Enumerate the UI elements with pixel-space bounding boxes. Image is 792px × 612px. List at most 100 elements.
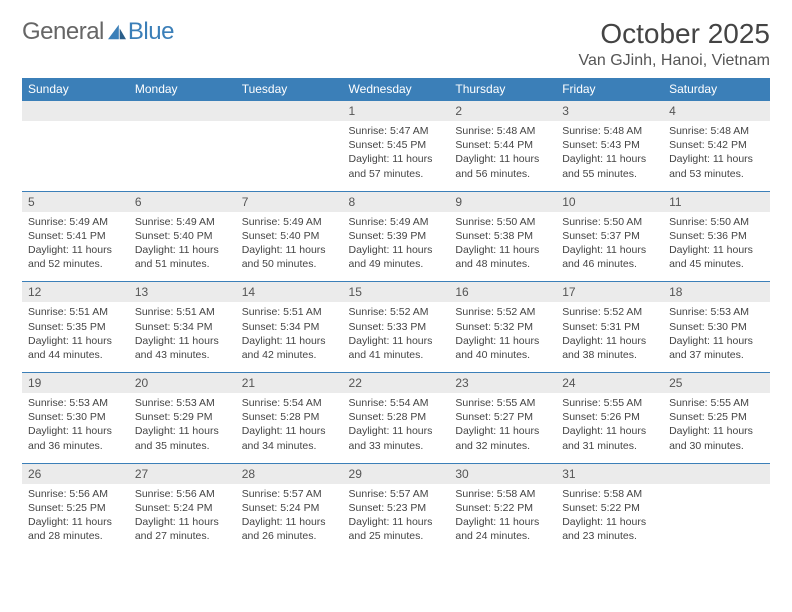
sunset-line: Sunset: 5:30 PM	[669, 320, 764, 334]
sunset-line: Sunset: 5:41 PM	[28, 229, 123, 243]
day-header: Tuesday	[236, 78, 343, 101]
day-info-cell: Sunrise: 5:55 AMSunset: 5:27 PMDaylight:…	[449, 393, 556, 463]
title-block: October 2025 Van GJinh, Hanoi, Vietnam	[578, 18, 770, 70]
day-header: Friday	[556, 78, 663, 101]
day-number-cell: 25	[663, 373, 770, 394]
day-info-cell: Sunrise: 5:51 AMSunset: 5:34 PMDaylight:…	[236, 302, 343, 372]
sunset-line: Sunset: 5:40 PM	[135, 229, 230, 243]
logo-text-1: General	[22, 18, 104, 46]
week-info-row: Sunrise: 5:49 AM Sunset: 5:41 PM Daylight:…	[22, 212, 770, 282]
daylight-line: Daylight: 11 hours and 43 minutes.	[135, 334, 230, 362]
day-header: Saturday	[663, 78, 770, 101]
day-info-cell	[129, 121, 236, 191]
day-info-cell: Sunrise: 5:53 AMSunset: 5:29 PMDaylight:…	[129, 393, 236, 463]
day-number-cell	[22, 101, 129, 122]
day-info-cell: Sunrise: 5:52 AMSunset: 5:33 PMDaylight:…	[343, 302, 450, 372]
daylight-line: Daylight: 11 hours and 36 minutes.	[28, 424, 123, 452]
sunrise-line: Sunrise: 5:53 AM	[28, 396, 123, 410]
sunset-line: Sunset: 5:40 PM	[242, 229, 337, 243]
day-info-cell: Sunrise: 5:56 AMSunset: 5:24 PMDaylight:…	[129, 484, 236, 554]
sunrise-line: Sunrise: 5:50 AM	[455, 215, 550, 229]
sunset-line: Sunset: 5:30 PM	[28, 410, 123, 424]
week-daynum-row: 1234	[22, 101, 770, 122]
daylight-line: Daylight: 11 hours and 23 minutes.	[562, 515, 657, 543]
day-info-cell: Sunrise: 5:50 AMSunset: 5:38 PMDaylight:…	[449, 212, 556, 282]
sunset-line: Sunset: 5:22 PM	[562, 501, 657, 515]
sunrise-line: Sunrise: 5:49 AM	[349, 215, 444, 229]
day-number-cell: 23	[449, 373, 556, 394]
day-number-cell: 20	[129, 373, 236, 394]
week-daynum-row: 19202122232425	[22, 373, 770, 394]
day-number-cell	[129, 101, 236, 122]
day-info-cell: Sunrise: 5:57 AMSunset: 5:24 PMDaylight:…	[236, 484, 343, 554]
sunset-line: Sunset: 5:36 PM	[669, 229, 764, 243]
daylight-line: Daylight: 11 hours and 46 minutes.	[562, 243, 657, 271]
day-number-cell: 6	[129, 191, 236, 212]
day-number-cell: 11	[663, 191, 770, 212]
day-number-cell: 1	[343, 101, 450, 122]
day-number-cell	[663, 463, 770, 484]
day-info-cell: Sunrise: 5:49 AMSunset: 5:39 PMDaylight:…	[343, 212, 450, 282]
day-number-cell: 28	[236, 463, 343, 484]
day-number-cell: 21	[236, 373, 343, 394]
sunrise-line: Sunrise: 5:52 AM	[349, 305, 444, 319]
day-info-cell: Sunrise: 5:47 AMSunset: 5:45 PMDaylight:…	[343, 121, 450, 191]
day-info-cell: Sunrise: 5:48 AMSunset: 5:44 PMDaylight:…	[449, 121, 556, 191]
daylight-line: Daylight: 11 hours and 40 minutes.	[455, 334, 550, 362]
sunrise-line: Sunrise: 5:58 AM	[562, 487, 657, 501]
sunset-line: Sunset: 5:35 PM	[28, 320, 123, 334]
week-daynum-row: 262728293031	[22, 463, 770, 484]
sunrise-line: Sunrise: 5:48 AM	[562, 124, 657, 138]
day-info-cell	[22, 121, 129, 191]
sunrise-line: Sunrise: 5:48 AM	[669, 124, 764, 138]
daylight-line: Daylight: 11 hours and 34 minutes.	[242, 424, 337, 452]
daylight-line: Daylight: 11 hours and 57 minutes.	[349, 152, 444, 180]
sunset-line: Sunset: 5:34 PM	[242, 320, 337, 334]
sunset-line: Sunset: 5:42 PM	[669, 138, 764, 152]
sunset-line: Sunset: 5:43 PM	[562, 138, 657, 152]
day-number-cell: 27	[129, 463, 236, 484]
daylight-line: Daylight: 11 hours and 35 minutes.	[135, 424, 230, 452]
sunrise-line: Sunrise: 5:54 AM	[349, 396, 444, 410]
daylight-line: Daylight: 11 hours and 26 minutes.	[242, 515, 337, 543]
sunset-line: Sunset: 5:29 PM	[135, 410, 230, 424]
day-info-cell: Sunrise: 5:51 AMSunset: 5:35 PMDaylight:…	[22, 302, 129, 372]
sunrise-line: Sunrise: 5:56 AM	[28, 487, 123, 501]
day-info-cell	[663, 484, 770, 554]
month-title: October 2025	[578, 18, 770, 50]
day-info-cell: Sunrise: 5:51 AMSunset: 5:34 PMDaylight:…	[129, 302, 236, 372]
week-daynum-row: 12131415161718	[22, 282, 770, 303]
day-info-cell: Sunrise: 5:55 AMSunset: 5:25 PMDaylight:…	[663, 393, 770, 463]
sunset-line: Sunset: 5:24 PM	[242, 501, 337, 515]
day-number-cell: 18	[663, 282, 770, 303]
day-number-cell: 8	[343, 191, 450, 212]
day-number-cell: 19	[22, 373, 129, 394]
day-info-cell: Sunrise: 5:49 AMSunset: 5:40 PMDaylight:…	[236, 212, 343, 282]
sunrise-line: Sunrise: 5:51 AM	[242, 305, 337, 319]
daylight-line: Daylight: 11 hours and 45 minutes.	[669, 243, 764, 271]
sunrise-line: Sunrise: 5:49 AM	[135, 215, 230, 229]
daylight-line: Daylight: 11 hours and 25 minutes.	[349, 515, 444, 543]
day-number-cell	[236, 101, 343, 122]
day-number-cell: 9	[449, 191, 556, 212]
sunrise-line: Sunrise: 5:52 AM	[455, 305, 550, 319]
day-number-cell: 13	[129, 282, 236, 303]
day-number-cell: 2	[449, 101, 556, 122]
sunrise-line: Sunrise: 5:58 AM	[455, 487, 550, 501]
sunset-line: Sunset: 5:31 PM	[562, 320, 657, 334]
sunset-line: Sunset: 5:25 PM	[669, 410, 764, 424]
day-number-cell: 24	[556, 373, 663, 394]
daylight-line: Daylight: 11 hours and 30 minutes.	[669, 424, 764, 452]
sunset-line: Sunset: 5:39 PM	[349, 229, 444, 243]
logo-sail-icon	[106, 23, 128, 41]
week-info-row: Sunrise: 5:53 AMSunset: 5:30 PMDaylight:…	[22, 393, 770, 463]
sunrise-line: Sunrise: 5:57 AM	[349, 487, 444, 501]
day-number-cell: 12	[22, 282, 129, 303]
day-header: Sunday	[22, 78, 129, 101]
sunrise-line: Sunrise: 5:50 AM	[562, 215, 657, 229]
sunset-line: Sunset: 5:33 PM	[349, 320, 444, 334]
day-number-cell: 22	[343, 373, 450, 394]
sunset-line: Sunset: 5:23 PM	[349, 501, 444, 515]
sunset-line: Sunset: 5:45 PM	[349, 138, 444, 152]
day-info-cell: Sunrise: 5:53 AMSunset: 5:30 PMDaylight:…	[22, 393, 129, 463]
